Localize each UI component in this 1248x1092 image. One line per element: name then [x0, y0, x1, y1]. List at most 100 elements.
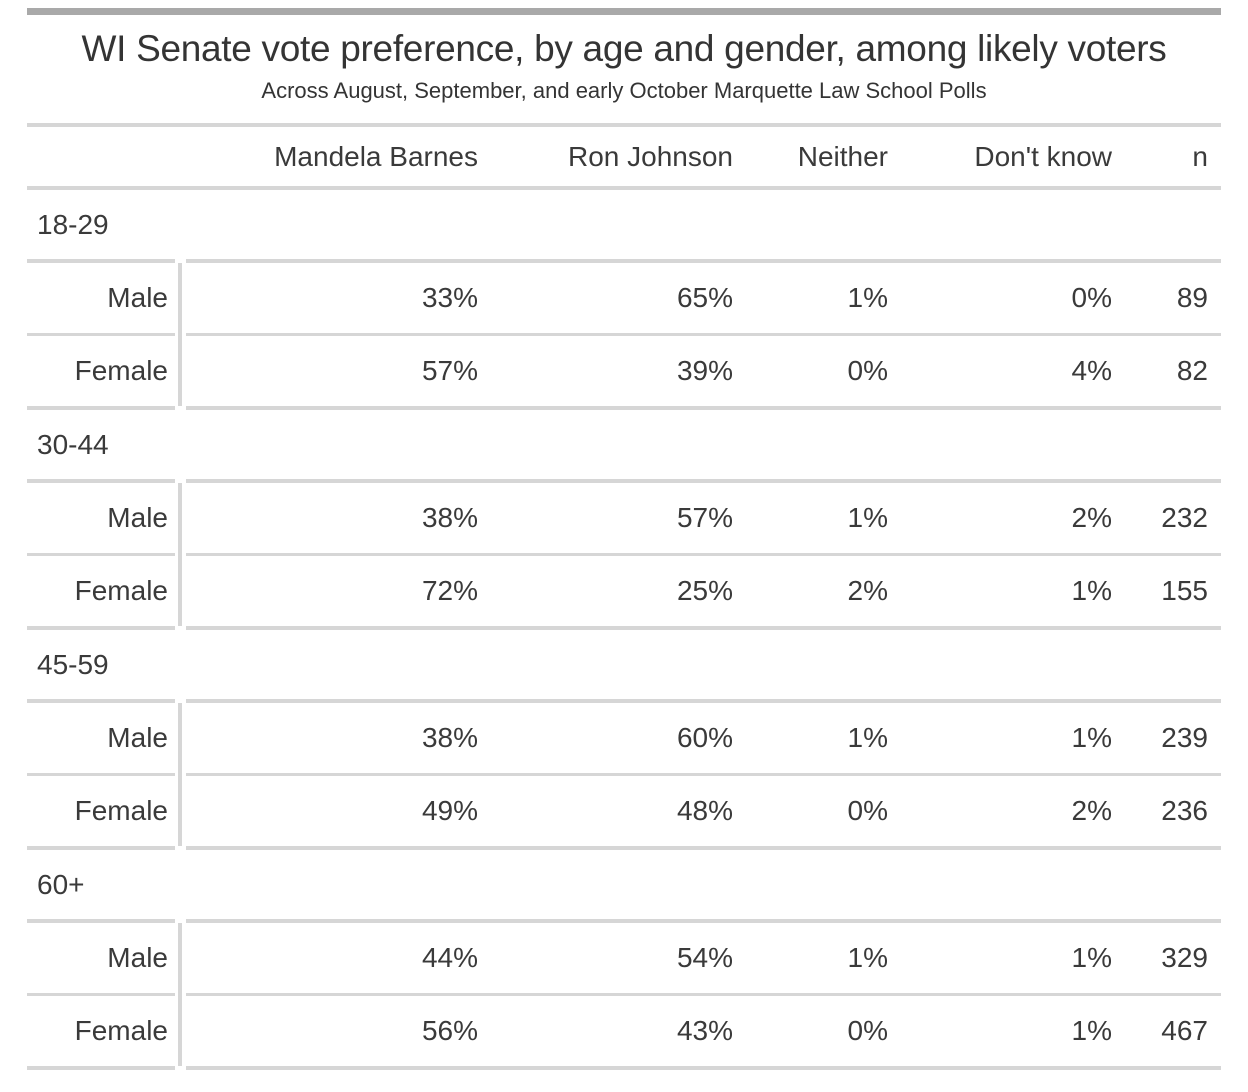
- column-header-ron-johnson: Ron Johnson: [567, 140, 733, 172]
- row-values: 49% 48% 0% 2% 236: [168, 795, 1208, 827]
- column-header-mandela-barnes: Mandela Barnes: [274, 140, 478, 172]
- value-neither: 1%: [847, 282, 888, 313]
- row-divider-rule: [27, 333, 1221, 336]
- row-values: 38% 60% 1% 1% 239: [168, 722, 1208, 754]
- row-label-male: Male: [107, 282, 168, 313]
- value-neither: 1%: [847, 722, 888, 753]
- label-column-divider: [178, 923, 182, 1066]
- value-ron-johnson: 54%: [676, 942, 733, 973]
- row-values: 56% 43% 0% 1% 467: [168, 1015, 1208, 1047]
- group-bottom-rule: [27, 846, 1221, 850]
- age-group-block: Male 38% 60% 1% 1% 239 Female 49% 48% 0%…: [27, 699, 1221, 850]
- row-label-female: Female: [74, 355, 168, 386]
- value-dont-know: 1%: [1071, 575, 1112, 606]
- value-ron-johnson: 57%: [676, 502, 733, 533]
- table-row: Male 44% 54% 1% 1% 329: [27, 923, 1221, 993]
- page-subtitle: Across August, September, and early Octo…: [261, 78, 987, 103]
- row-label-male: Male: [107, 502, 168, 533]
- value-dont-know: 2%: [1071, 795, 1112, 826]
- table-row: Female 72% 25% 2% 1% 155: [27, 556, 1221, 626]
- table-row: Male 38% 60% 1% 1% 239: [27, 703, 1221, 773]
- table-row: Male 38% 57% 1% 2% 232: [27, 483, 1221, 553]
- row-label-male: Male: [107, 942, 168, 973]
- value-neither: 0%: [847, 355, 888, 386]
- value-neither: 1%: [847, 502, 888, 533]
- age-group-block: Male 38% 57% 1% 2% 232 Female 72% 25% 2%…: [27, 479, 1221, 630]
- row-values: 72% 25% 2% 1% 155: [168, 575, 1208, 607]
- value-neither: 0%: [847, 1015, 888, 1046]
- value-neither: 1%: [847, 942, 888, 973]
- value-neither: 2%: [847, 575, 888, 606]
- value-dont-know: 4%: [1071, 355, 1112, 386]
- row-values: 38% 57% 1% 2% 232: [168, 502, 1208, 534]
- age-group-label: 45-59: [37, 648, 109, 680]
- value-dont-know: 2%: [1071, 502, 1112, 533]
- value-mandela-barnes: 38%: [421, 502, 478, 533]
- value-dont-know: 1%: [1071, 722, 1112, 753]
- age-group-block: Male 44% 54% 1% 1% 329 Female 56% 43% 0%…: [27, 919, 1221, 1070]
- column-header-dont-know: Don't know: [974, 140, 1112, 172]
- value-dont-know: 0%: [1071, 282, 1112, 313]
- value-n: 467: [1161, 1015, 1208, 1046]
- row-divider-rule: [27, 993, 1221, 996]
- value-mandela-barnes: 33%: [421, 282, 478, 313]
- header-top-rule: [27, 123, 1221, 127]
- group-bottom-rule: [27, 1066, 1221, 1070]
- table-row: Female 56% 43% 0% 1% 467: [27, 996, 1221, 1066]
- group-bottom-rule: [27, 626, 1221, 630]
- value-mandela-barnes: 72%: [421, 575, 478, 606]
- value-n: 155: [1161, 575, 1208, 606]
- value-ron-johnson: 65%: [676, 282, 733, 313]
- page-title: WI Senate vote preference, by age and ge…: [81, 28, 1167, 69]
- row-label-male: Male: [107, 722, 168, 753]
- group-top-rule: [27, 479, 1221, 483]
- value-ron-johnson: 48%: [676, 795, 733, 826]
- header-bottom-rule: [27, 186, 1221, 190]
- value-n: 236: [1161, 795, 1208, 826]
- age-group-label: 60+: [37, 868, 85, 900]
- value-n: 329: [1161, 942, 1208, 973]
- value-neither: 0%: [847, 795, 888, 826]
- value-mandela-barnes: 57%: [421, 355, 478, 386]
- label-column-divider: [178, 263, 182, 406]
- value-ron-johnson: 25%: [676, 575, 733, 606]
- value-mandela-barnes: 44%: [421, 942, 478, 973]
- table-row: Male 33% 65% 1% 0% 89: [27, 263, 1221, 333]
- value-n: 89: [1176, 282, 1208, 313]
- row-values: 57% 39% 0% 4% 82: [168, 355, 1208, 387]
- value-n: 82: [1176, 355, 1208, 386]
- top-rule: [27, 8, 1221, 15]
- value-ron-johnson: 39%: [676, 355, 733, 386]
- age-group-label: 30-44: [37, 428, 109, 460]
- age-group-label: 18-29: [37, 208, 109, 240]
- column-header-neither: Neither: [797, 140, 888, 172]
- row-divider-rule: [27, 773, 1221, 776]
- value-dont-know: 1%: [1071, 1015, 1112, 1046]
- label-column-divider: [178, 703, 182, 846]
- value-ron-johnson: 60%: [676, 722, 733, 753]
- table-row: Female 49% 48% 0% 2% 236: [27, 776, 1221, 846]
- row-values: 44% 54% 1% 1% 329: [168, 942, 1208, 974]
- value-dont-know: 1%: [1071, 942, 1112, 973]
- poll-crosstab-figure: WI Senate vote preference, by age and ge…: [27, 8, 1221, 1070]
- group-top-rule: [27, 259, 1221, 263]
- label-column-divider: [178, 483, 182, 626]
- value-n: 239: [1161, 722, 1208, 753]
- row-divider-rule: [27, 553, 1221, 556]
- age-group-block: Male 33% 65% 1% 0% 89 Female 57% 39% 0% …: [27, 259, 1221, 410]
- row-label-female: Female: [74, 1015, 168, 1046]
- row-values: 33% 65% 1% 0% 89: [168, 282, 1208, 314]
- column-header-n: n: [1192, 140, 1208, 172]
- row-label-female: Female: [74, 575, 168, 606]
- column-header-row: Mandela Barnes Ron Johnson Neither Don't…: [27, 127, 1221, 186]
- table-row: Female 57% 39% 0% 4% 82: [27, 336, 1221, 406]
- value-mandela-barnes: 38%: [421, 722, 478, 753]
- value-n: 232: [1161, 502, 1208, 533]
- group-top-rule: [27, 699, 1221, 703]
- group-bottom-rule: [27, 406, 1221, 410]
- value-mandela-barnes: 56%: [421, 1015, 478, 1046]
- group-top-rule: [27, 919, 1221, 923]
- value-mandela-barnes: 49%: [421, 795, 478, 826]
- row-label-female: Female: [74, 795, 168, 826]
- value-ron-johnson: 43%: [676, 1015, 733, 1046]
